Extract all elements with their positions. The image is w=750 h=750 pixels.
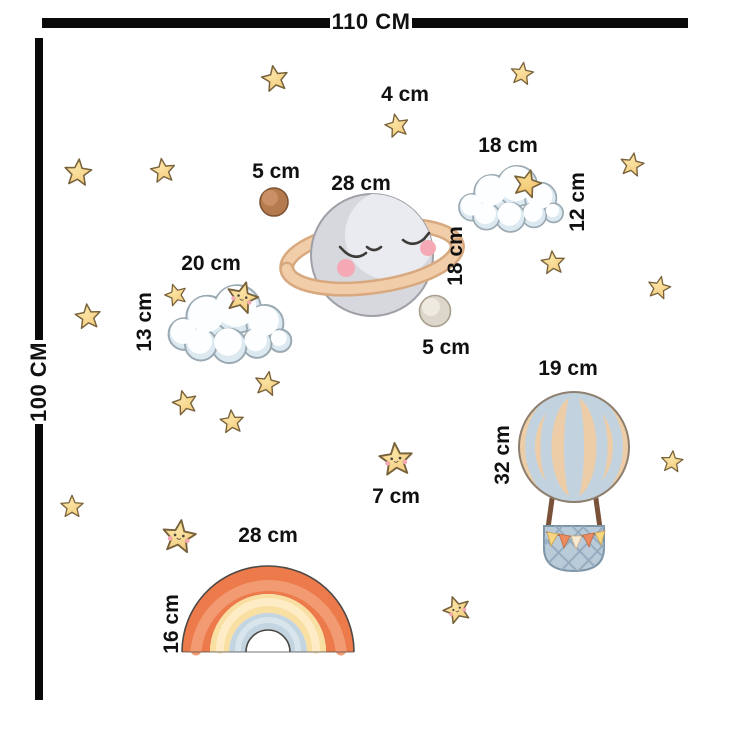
- cloud-right-decal: [458, 164, 564, 233]
- hot-air-balloon-decal: [518, 391, 630, 573]
- width-measure-bar-left: [42, 18, 330, 28]
- cloud-left-decal: [167, 284, 293, 365]
- star-decal: [618, 150, 647, 178]
- balloon-basket: [543, 525, 606, 573]
- star-decal: [382, 111, 412, 139]
- measurement-label-rainbow-width-28cm: 28 cm: [238, 524, 298, 547]
- measurement-label-cloud-left-width-20cm: 20 cm: [181, 252, 241, 275]
- total-height-label: 100 CM: [26, 341, 51, 423]
- star-face-decal: [160, 516, 199, 554]
- total-width-label: 110 CM: [331, 9, 411, 34]
- height-measure-bar-top: [35, 38, 43, 340]
- width-measure-bar-right: [412, 18, 688, 28]
- measurement-label-balloon-width-19cm: 19 cm: [538, 357, 598, 380]
- star-decal: [252, 368, 282, 397]
- saturn-planet-decal: [279, 193, 465, 317]
- rainbow-decal: [181, 565, 355, 656]
- measurement-label-star-small-4cm: 4 cm: [381, 83, 429, 106]
- measurement-label-planet-width-28cm: 28 cm: [331, 172, 391, 195]
- small-moon-decal: [418, 294, 452, 328]
- measurement-label-brown-planet-5cm: 5 cm: [252, 160, 300, 183]
- height-measure-bar-bottom: [35, 424, 43, 700]
- star-decal: [60, 494, 84, 518]
- star-decal: [509, 60, 536, 86]
- measurement-label-cloud-right-height-12cm: 12 cm: [566, 172, 589, 232]
- measurement-label-balloon-height-32cm: 32 cm: [491, 425, 514, 485]
- star-face-decal: [438, 591, 475, 626]
- measurement-label-moon-5cm: 5 cm: [422, 336, 470, 359]
- star-decal: [169, 387, 200, 417]
- star-decal: [645, 273, 673, 301]
- planet-face: [337, 231, 436, 277]
- star-decal: [539, 249, 567, 275]
- measurement-label-cloud-right-width-18cm: 18 cm: [478, 134, 538, 157]
- star-face-decal: [377, 440, 415, 477]
- measurement-label-star-face-7cm: 7 cm: [372, 485, 420, 508]
- star-decal: [659, 449, 685, 473]
- measurement-label-planet-height-18cm: 18 cm: [444, 226, 467, 286]
- star-decal: [63, 157, 94, 187]
- star-decal: [148, 156, 177, 184]
- star-decal: [218, 408, 246, 434]
- star-decal: [73, 301, 103, 330]
- brown-planet-decal: [259, 187, 289, 217]
- measurement-label-rainbow-height-16cm: 16 cm: [160, 594, 183, 654]
- star-decal: [161, 280, 190, 308]
- star-decal: [259, 62, 291, 93]
- measurement-label-cloud-left-height-13cm: 13 cm: [133, 292, 156, 352]
